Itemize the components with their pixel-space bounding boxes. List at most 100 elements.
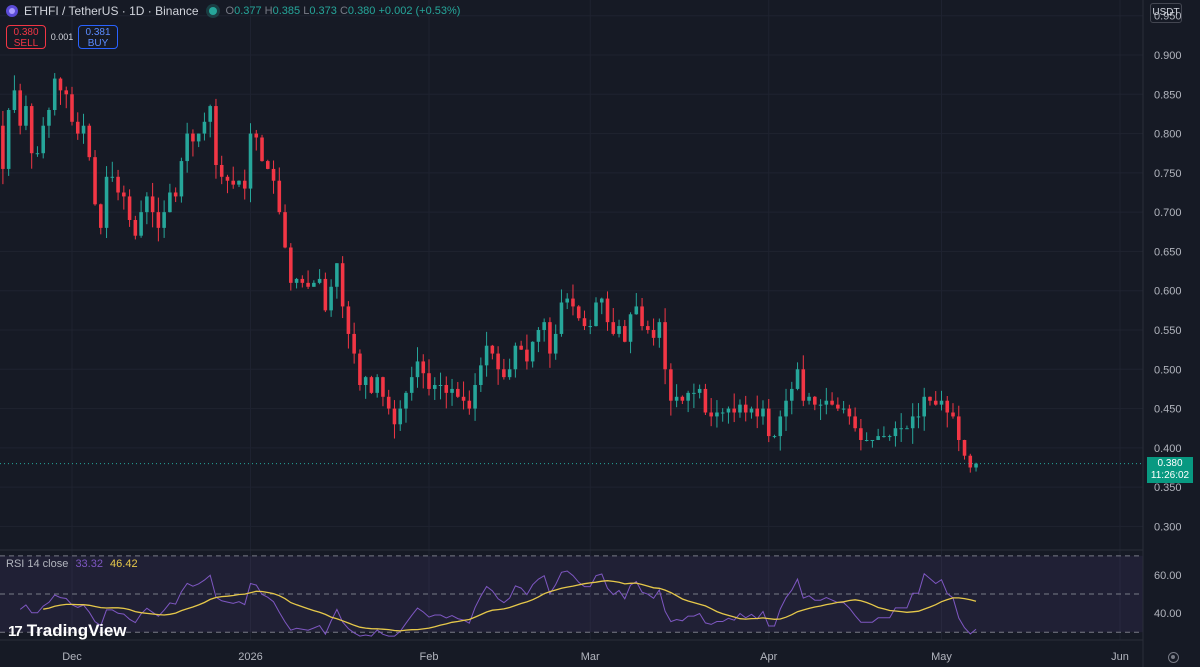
price-tick-label: 0.350 <box>1154 482 1182 494</box>
rsi-ma-line <box>43 580 977 632</box>
candle-body <box>951 412 955 417</box>
candle-body <box>513 345 518 370</box>
candle-body <box>836 404 840 409</box>
candle-body <box>35 153 40 155</box>
candle-body <box>179 161 184 197</box>
candle-body <box>623 326 627 342</box>
time-tick-label: Dec <box>62 651 82 663</box>
candle-body <box>196 133 201 142</box>
candle-body <box>605 298 610 323</box>
candle-body <box>93 157 97 205</box>
rsi-band <box>0 555 1143 633</box>
candle-body <box>70 94 74 122</box>
candle-body <box>444 385 449 393</box>
candle-body <box>271 168 276 181</box>
candle-body <box>191 133 195 142</box>
candle-body <box>542 322 546 330</box>
candle-body <box>363 377 368 385</box>
candle-body <box>599 298 604 303</box>
candle-body <box>52 78 57 110</box>
candle-body <box>847 408 852 417</box>
candle-body <box>525 349 529 362</box>
candle-body <box>743 404 748 413</box>
candle-body <box>519 345 523 350</box>
candle-body <box>312 282 316 287</box>
buy-button[interactable]: 0.381 BUY <box>78 25 118 49</box>
candle-body <box>139 212 143 236</box>
candle-body <box>225 176 230 181</box>
candle-body <box>231 180 236 185</box>
candle-body <box>150 196 155 213</box>
price-tick-label: 0.950 <box>1154 11 1182 23</box>
candle-body <box>962 440 967 456</box>
candle-body <box>663 322 667 370</box>
candle-body <box>611 322 616 334</box>
open-value: 0.377 <box>234 5 262 17</box>
candle-body <box>29 106 34 154</box>
candle-body <box>329 286 333 311</box>
candle-body <box>646 326 650 330</box>
candle-body <box>548 322 552 354</box>
candle-body <box>375 377 379 393</box>
candle-body <box>922 396 927 417</box>
candle-body <box>801 369 806 401</box>
buy-label: BUY <box>87 38 109 49</box>
rsi-ma-value: 46.42 <box>110 558 138 570</box>
sell-button[interactable]: 0.380 SELL <box>6 25 46 49</box>
candle-body <box>352 333 356 354</box>
candle-body <box>41 125 45 154</box>
candle-body <box>582 318 587 327</box>
candle-body <box>358 353 362 385</box>
candle-body <box>680 396 685 401</box>
candle-body <box>277 180 282 213</box>
candle-body <box>219 165 224 177</box>
candle-body <box>306 282 310 287</box>
candle-body <box>818 404 823 406</box>
candle-body <box>686 392 690 401</box>
sell-price: 0.380 <box>13 27 39 38</box>
candle-body <box>651 330 656 338</box>
price-tick-label: 0.900 <box>1154 50 1182 62</box>
candle-body <box>594 302 598 327</box>
time-tick-label: Mar <box>581 651 600 663</box>
candle-body <box>893 428 898 437</box>
symbol-title[interactable]: ETHFI / TetherUS · 1D · Binance <box>24 4 199 18</box>
candle-body <box>697 388 702 393</box>
currency-unit-button[interactable]: USDT <box>1150 3 1182 23</box>
candle-body <box>807 396 811 401</box>
candle-body <box>841 408 846 410</box>
candle-body <box>81 125 86 134</box>
candle-body <box>732 408 736 413</box>
indicator-legend[interactable]: RSI 14 close 33.32 46.42 <box>6 558 138 570</box>
candle-body <box>185 133 189 162</box>
candle-body <box>110 176 115 178</box>
candle-body <box>576 306 581 319</box>
candle-body <box>830 400 834 405</box>
candle-body <box>864 440 869 441</box>
price-axis[interactable]: 0.950 0.900 0.850 0.800 0.750 0.700 0.650 0.600… <box>1154 11 1182 534</box>
rsi-axis[interactable]: 60.00 40.00 <box>1154 570 1182 620</box>
candle-body <box>853 416 857 429</box>
candle-body <box>18 90 22 126</box>
candle-body <box>340 263 345 307</box>
price-tick-label: 0.650 <box>1154 246 1182 258</box>
time-axis[interactable]: Dec 2026 Feb Mar Apr May Jun <box>62 651 1129 663</box>
candle-body <box>127 196 132 220</box>
tradingview-logo[interactable]: 17 TradingView <box>8 621 127 641</box>
price-tick-label: 0.600 <box>1154 286 1182 298</box>
candle-body <box>634 306 639 315</box>
candle-body <box>530 341 535 362</box>
candle-body <box>761 408 765 417</box>
candle-body <box>432 385 437 389</box>
rsi-tick-label: 40.00 <box>1154 608 1182 620</box>
candle-body <box>214 106 218 165</box>
candle-body <box>916 416 921 418</box>
gear-icon[interactable] <box>1168 652 1179 663</box>
candle-body <box>778 416 783 437</box>
candle-body <box>409 377 414 393</box>
time-tick-label: Apr <box>760 651 777 663</box>
brand-name: TradingView <box>26 621 127 640</box>
candle-body <box>640 306 644 327</box>
change-value: +0.002 (+0.53%) <box>378 5 461 17</box>
